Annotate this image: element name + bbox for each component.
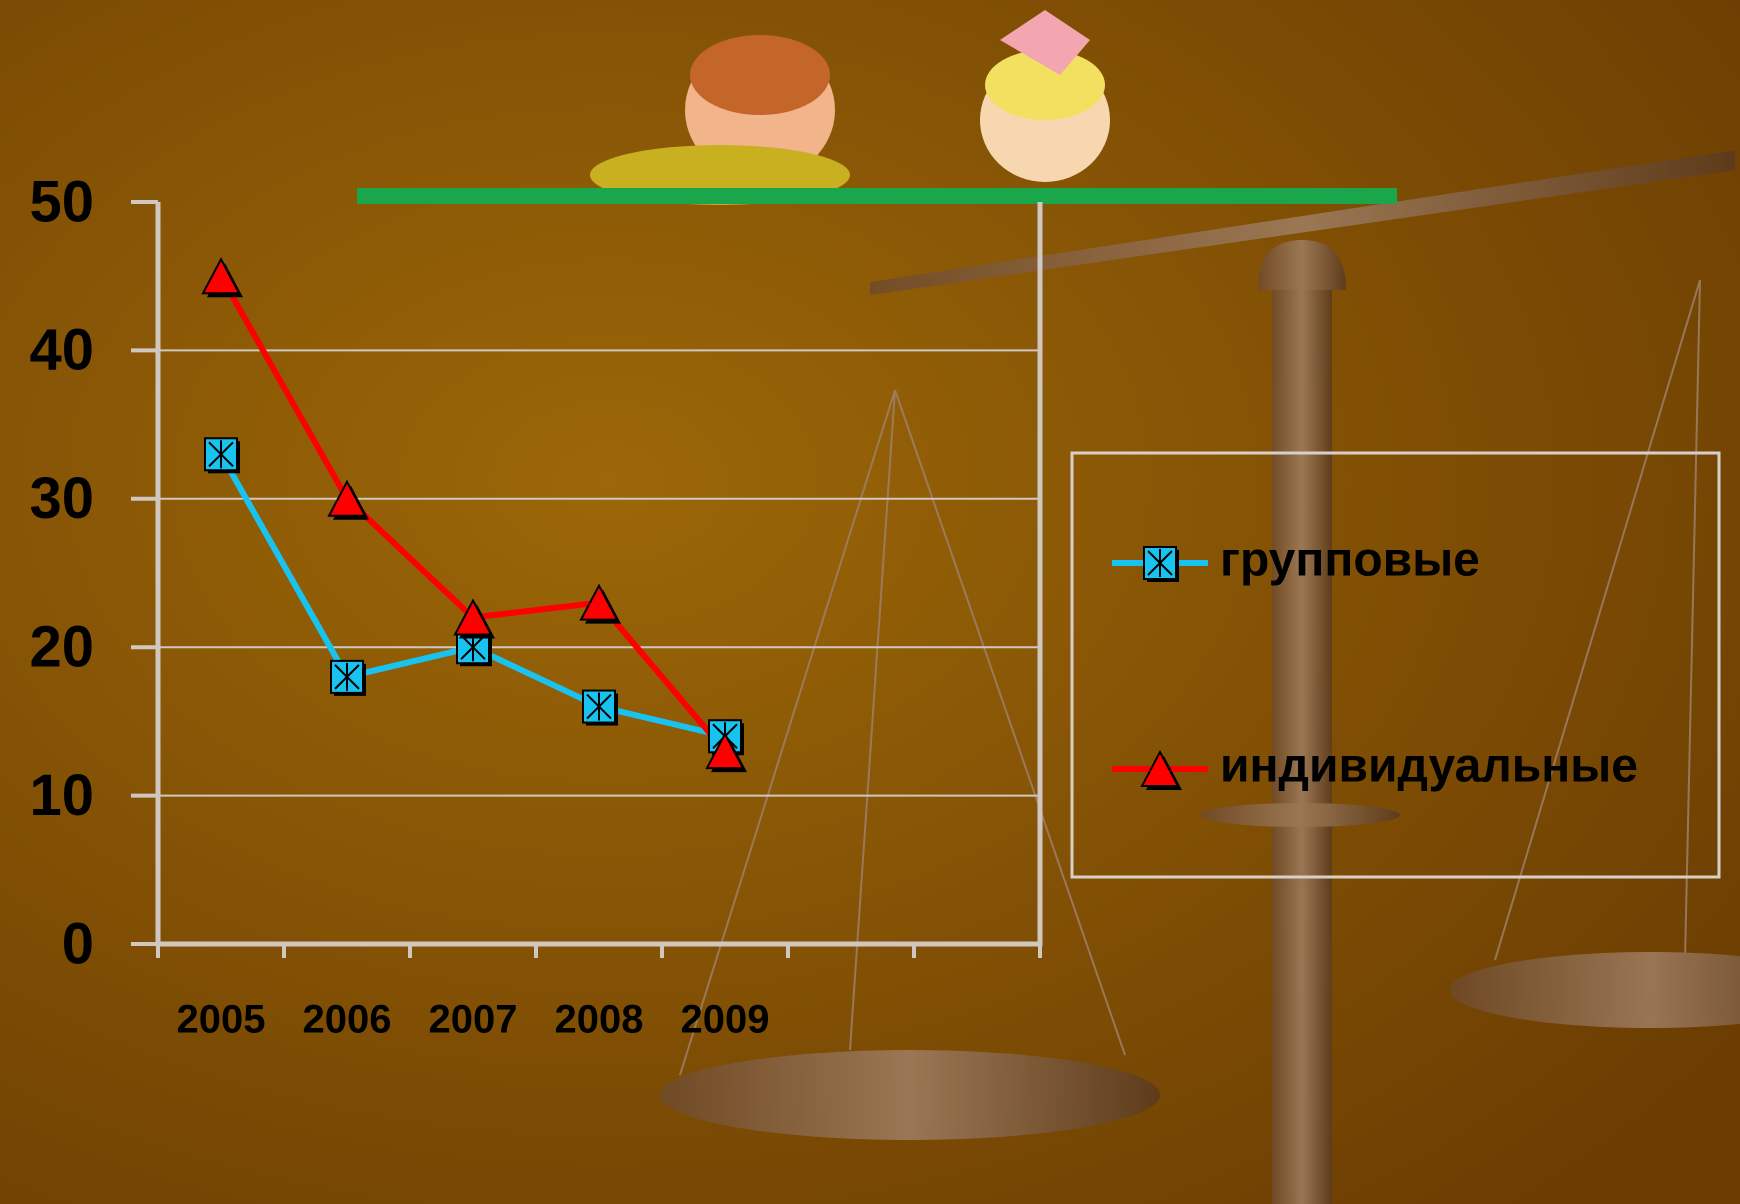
x-tick-label: 2006 (303, 998, 392, 1042)
y-tick-label: 30 (29, 466, 94, 531)
x-tick-label: 2009 (681, 998, 770, 1042)
legend-label: индивидуальные (1220, 740, 1638, 793)
green-bar (357, 188, 1397, 204)
y-tick-label: 0 (62, 911, 94, 976)
x-tick-label: 2007 (429, 998, 518, 1042)
marker (583, 691, 618, 726)
y-tick-label: 20 (29, 615, 94, 680)
marker (205, 438, 240, 473)
marker (1144, 547, 1179, 582)
x-tick-label: 2008 (555, 998, 644, 1042)
marker (331, 661, 366, 696)
y-tick-label: 10 (29, 763, 94, 828)
y-tick-label: 50 (29, 169, 94, 234)
y-tick-label: 40 (29, 318, 94, 383)
chart: 0 10 20 30 40 50 2005 2006 2007 2008 2009 групповые… (0, 0, 1740, 1204)
x-tick-label: 2005 (177, 998, 266, 1042)
legend-label: групповые (1220, 534, 1480, 587)
